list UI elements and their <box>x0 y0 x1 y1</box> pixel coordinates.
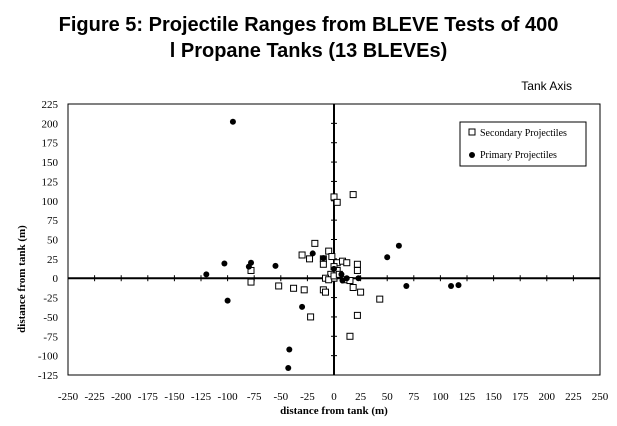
x-tick-label: 250 <box>592 391 609 403</box>
secondary-projectile-point <box>353 260 361 268</box>
y-tick-label: 75 <box>47 215 59 227</box>
y-tick-label: 125 <box>42 176 59 188</box>
x-tick-label: 175 <box>512 391 529 403</box>
legend-label-secondary: Secondary Projectiles <box>480 128 567 139</box>
x-tick-label: 100 <box>432 391 449 403</box>
primary-projectile-point <box>224 297 231 304</box>
y-tick-label: 100 <box>42 196 59 208</box>
y-tick-label: 150 <box>42 157 59 169</box>
secondary-projectile-point <box>298 251 306 259</box>
x-tick-label: 75 <box>408 391 420 403</box>
primary-projectile-point <box>286 346 293 353</box>
x-tick-label: -125 <box>191 391 212 403</box>
primary-projectile-point <box>343 275 350 282</box>
primary-projectile-point <box>355 275 362 282</box>
secondary-projectile-point <box>328 253 336 261</box>
x-tick-label: -150 <box>164 391 185 403</box>
x-axis-tick-labels: -250 -225 -200 -175 -150 -125 -100 -75 -50 -25 0 25… <box>58 391 609 403</box>
x-axis-title: distance from tank (m) <box>280 405 388 417</box>
legend: Secondary Projectiles Primary Projectile… <box>459 121 587 167</box>
legend-label-primary: Primary Projectiles <box>480 150 557 161</box>
legend-marker-primary <box>469 152 475 158</box>
x-tick-label: -100 <box>218 391 239 403</box>
x-tick-label: -50 <box>273 391 288 403</box>
primary-projectile-point <box>229 118 236 125</box>
y-tick-label: 175 <box>42 138 59 150</box>
chart-title: Figure 5: Projectile Ranges from BLEVE T… <box>0 12 617 64</box>
secondary-projectile-point <box>349 284 357 292</box>
secondary-projectile-point <box>319 260 327 268</box>
x-tick-label: -250 <box>58 391 79 403</box>
primary-projectile-point <box>448 282 455 289</box>
secondary-projectile-point <box>333 198 341 206</box>
x-tick-label: -25 <box>300 391 315 403</box>
legend-marker-secondary <box>468 128 476 136</box>
x-tick-label: 150 <box>485 391 502 403</box>
y-axis-tick-labels: -125 -100 -75 -50 -25 0 25 50 75 100 125 150 175 200 2… <box>38 99 59 382</box>
secondary-projectile-point <box>353 266 361 274</box>
chart-title-line2: l Propane Tanks (13 BLEVEs) <box>169 40 448 62</box>
legend-box <box>459 121 587 167</box>
secondary-projectile-point <box>346 332 354 340</box>
primary-projectile-point <box>299 303 306 310</box>
primary-projectile-point <box>395 242 402 249</box>
secondary-projectile-point <box>349 191 357 199</box>
y-tick-label: 50 <box>47 235 59 247</box>
data-points <box>203 118 462 372</box>
secondary-projectile-point <box>247 278 255 286</box>
primary-projectile-point <box>338 271 345 278</box>
y-tick-label: 225 <box>42 99 59 111</box>
primary-projectile-point <box>248 259 255 266</box>
x-tick-label: 25 <box>355 391 367 403</box>
x-tick-label: 125 <box>459 391 476 403</box>
x-tick-label: -75 <box>247 391 262 403</box>
x-tick-label: 0 <box>331 391 337 403</box>
secondary-projectile-point <box>290 284 298 292</box>
primary-projectile-point <box>203 271 210 278</box>
secondary-projectile-point <box>300 286 308 294</box>
primary-projectile-point <box>221 260 228 267</box>
y-tick-label: 200 <box>42 118 59 130</box>
secondary-projectile-point <box>376 295 384 303</box>
x-tick-label: 200 <box>539 391 556 403</box>
secondary-projectile-point <box>311 239 319 247</box>
secondary-projectile-point <box>306 255 314 263</box>
primary-projectile-point <box>384 254 391 261</box>
primary-projectile-point <box>320 255 327 262</box>
x-tick-label: -175 <box>138 391 159 403</box>
primary-projectile-point <box>455 282 462 289</box>
y-tick-label: -100 <box>38 351 59 363</box>
y-tick-label: 25 <box>47 254 59 266</box>
tank-axis-annotation: Tank Axis <box>521 79 572 93</box>
y-tick-label: -25 <box>43 293 58 305</box>
secondary-projectile-point <box>325 276 333 284</box>
chart-title-line1: Figure 5: Projectile Ranges from BLEVE T… <box>58 14 559 36</box>
x-tick-label: -225 <box>85 391 106 403</box>
secondary-projectile-point <box>321 288 329 296</box>
primary-projectile-point <box>285 365 292 372</box>
secondary-projectile-point <box>353 311 361 319</box>
secondary-projectile-point <box>275 282 283 290</box>
primary-projectile-point <box>403 282 410 289</box>
y-tick-label: 0 <box>53 273 59 285</box>
y-tick-label: -75 <box>43 331 58 343</box>
y-axis-title: distance from tank (m) <box>16 225 28 333</box>
primary-projectile-point <box>331 265 337 272</box>
x-tick-label: 50 <box>382 391 394 403</box>
y-tick-label: -50 <box>43 312 58 324</box>
y-tick-label: -125 <box>38 370 59 382</box>
primary-projectile-point <box>309 250 316 257</box>
x-tick-label: -200 <box>111 391 132 403</box>
x-tick-label: 225 <box>565 391 582 403</box>
secondary-projectile-point <box>357 288 365 296</box>
secondary-projectile-point <box>307 313 315 321</box>
primary-projectile-point <box>272 262 279 269</box>
secondary-projectile-point <box>343 259 351 267</box>
